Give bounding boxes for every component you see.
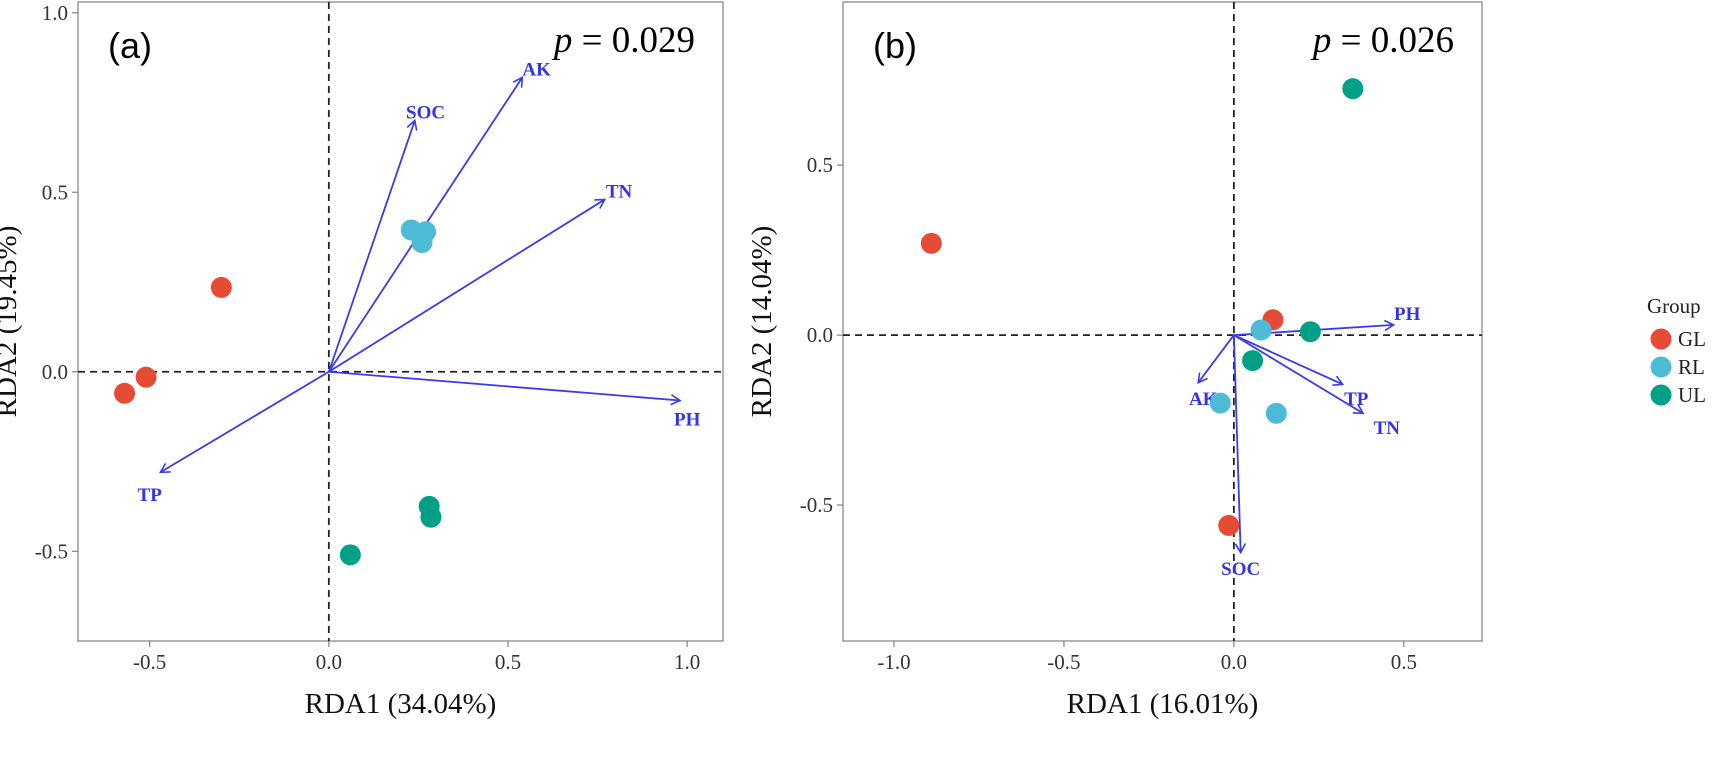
y-tick-label: 0.5: [807, 153, 833, 177]
p-symbol: p: [551, 20, 573, 61]
p-symbol: p: [1310, 20, 1332, 61]
x-tick-label: -0.5: [1047, 650, 1080, 674]
y-tick-label: -0.5: [800, 493, 833, 517]
x-tick-label: -0.5: [133, 650, 166, 674]
p-value-annotation: p = 0.029: [551, 20, 695, 61]
point-ul: [1242, 350, 1264, 372]
legend-swatch-gl: [1650, 328, 1672, 350]
x-tick-label: 0.5: [495, 650, 521, 674]
vector-label-ph: PH: [1394, 304, 1421, 325]
vector-soc: [327, 118, 418, 373]
legend-label-rl: RL: [1678, 355, 1705, 379]
vector-label-soc: SOC: [1221, 559, 1260, 580]
legend-swatch-ul: [1650, 384, 1672, 406]
y-tick-label: 0.0: [42, 360, 68, 384]
vector-label-soc: SOC: [406, 102, 445, 123]
vector-label-tp: TP: [1344, 389, 1369, 410]
x-tick-label: 0.5: [1391, 650, 1417, 674]
plot-frame: [77, 1, 724, 642]
p-value-annotation: p = 0.026: [1310, 20, 1454, 61]
point-ul: [420, 506, 442, 528]
x-tick-label: 0.0: [1221, 650, 1247, 674]
y-axis-title: RDA2 (14.04%): [746, 226, 778, 418]
point-gl: [1218, 514, 1240, 536]
legend-swatch-rl: [1650, 356, 1672, 378]
point-rl: [1250, 319, 1272, 341]
point-ul: [1342, 78, 1364, 100]
point-gl: [920, 232, 942, 254]
x-axis-title: RDA1 (16.01%): [1067, 688, 1259, 720]
y-tick-label: 1.0: [42, 1, 68, 25]
legend-title: Group: [1647, 294, 1701, 318]
y-tick-label: 0.5: [42, 180, 68, 204]
vector-soc: [1232, 335, 1247, 555]
x-tick-label: 0.0: [316, 650, 342, 674]
x-tick-label: -1.0: [877, 650, 910, 674]
point-ul: [1299, 321, 1321, 343]
point-rl: [411, 232, 433, 254]
p-value: = 0.029: [572, 20, 695, 61]
vector-label-tp: TP: [138, 485, 163, 506]
vector-tn: [328, 198, 607, 373]
y-tick-label: -0.5: [35, 539, 68, 563]
vector-tp: [1233, 334, 1345, 387]
plot-frame: [842, 1, 1483, 642]
legend-label-ul: UL: [1678, 383, 1706, 407]
chart-panel-b: -1.0 -0.5 0.0 0.5 -0.5 0.0 0.5 RDA1 (16.01%) RDA…: [746, 1, 1483, 720]
vector-tp: [159, 370, 330, 474]
point-rl: [1265, 402, 1287, 424]
point-gl: [210, 276, 232, 298]
group-legend: Group GL RL UL: [1647, 294, 1706, 407]
vector-label-tn: TN: [606, 181, 633, 202]
vector-ak: [1197, 334, 1235, 384]
panel-label: (b): [873, 25, 917, 66]
point-gl: [135, 366, 157, 388]
chart-panel-a: -0.5 0.0 0.5 1.0 -0.5 0.0 0.5 1.0 RDA1 (34.04%) R…: [0, 1, 724, 720]
x-tick-label: 1.0: [674, 650, 700, 674]
point-gl: [114, 382, 136, 404]
point-rl: [1209, 392, 1231, 414]
vector-label-ph: PH: [674, 409, 701, 430]
panel-label: (a): [108, 25, 152, 66]
p-value: = 0.026: [1331, 20, 1454, 61]
point-ul: [339, 544, 361, 566]
vector-tn: [1233, 334, 1365, 415]
y-axis-title: RDA2 (19.45%): [0, 226, 23, 418]
vector-label-ak: AK: [522, 59, 551, 80]
y-tick-label: 0.0: [807, 323, 833, 347]
legend-label-gl: GL: [1678, 327, 1706, 351]
x-axis-title: RDA1 (34.04%): [305, 688, 497, 720]
vector-ph: [328, 370, 682, 406]
vector-label-tn: TN: [1374, 418, 1401, 439]
